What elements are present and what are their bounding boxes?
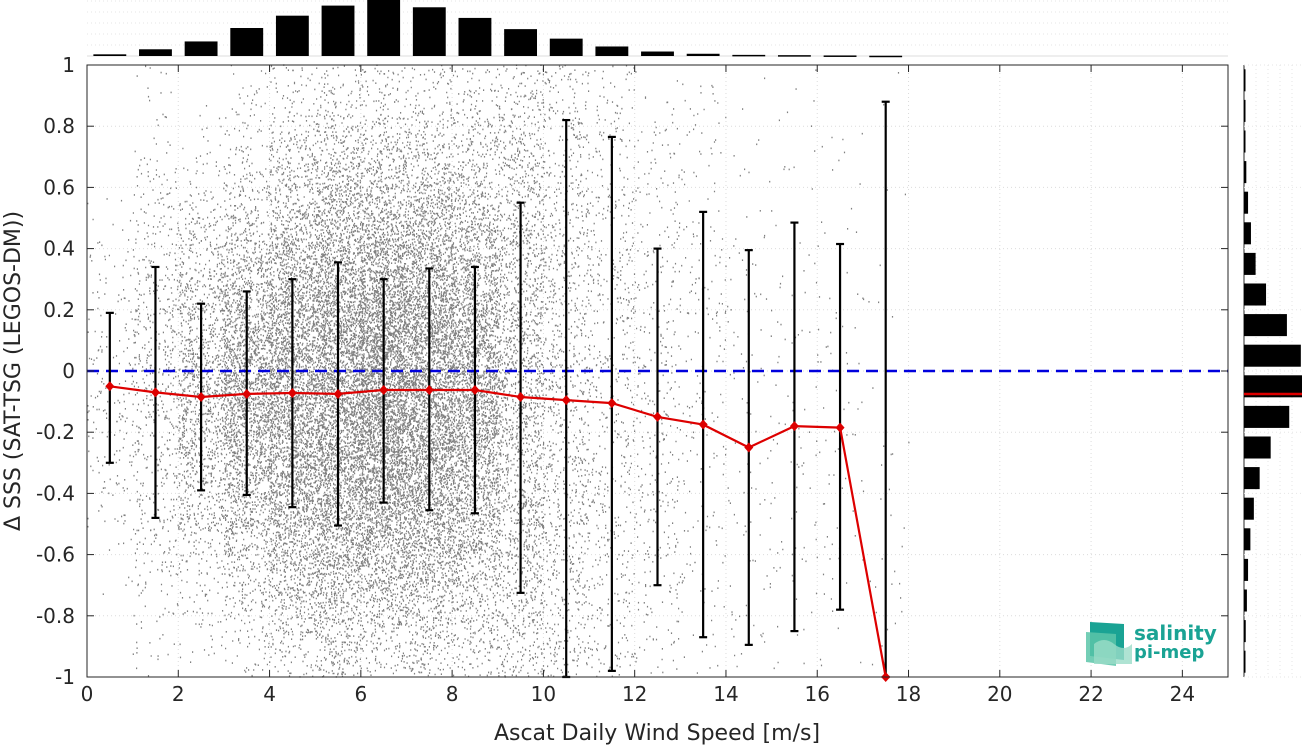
right-hist-bar — [1244, 436, 1271, 459]
mean-marker — [105, 381, 115, 392]
top-hist-bar — [458, 17, 492, 57]
y-axis-label: Δ SSS (SAT-TSG (LEGOS-DM)) — [1, 211, 26, 531]
top-hist-bar — [549, 38, 583, 56]
y-tick-label: 0.2 — [43, 298, 75, 322]
logo-salinity-text: salinity — [1134, 621, 1217, 645]
right-hist-bar — [1244, 497, 1254, 520]
x-tick-label: 8 — [446, 682, 459, 706]
mean-marker — [196, 392, 206, 403]
top-hist-bar — [275, 15, 309, 56]
top-hist-bar — [732, 54, 766, 57]
x-tick-label: 22 — [1078, 682, 1103, 706]
right-hist-bar — [1244, 191, 1249, 214]
right-hist-bar — [1244, 344, 1301, 367]
mean-marker — [698, 419, 708, 430]
main-plot: 0 2 4 6 8 10 12 14 16 18 20 22 24 -1-0.8-0.6-0.4-0.2… — [36, 53, 1229, 706]
mean-marker — [744, 442, 754, 453]
y-tick-label: -1 — [55, 665, 75, 689]
x-tick-label: 12 — [622, 682, 647, 706]
top-hist-bar — [869, 55, 903, 58]
y-tick-label: 0 — [62, 359, 75, 383]
y-tick-label: -0.6 — [36, 543, 75, 567]
y-tick-label: 0.8 — [43, 114, 75, 138]
y-tick-label: 1 — [62, 53, 75, 77]
y-tick-label: -0.4 — [36, 481, 75, 505]
mean-line — [109, 385, 887, 678]
mean-marker — [242, 388, 252, 399]
top-hist-bar — [504, 29, 538, 56]
x-tick-label: 16 — [805, 682, 830, 706]
mean-marker — [835, 422, 845, 433]
x-tick-label: 20 — [987, 682, 1012, 706]
right-hist-bar — [1244, 252, 1256, 275]
mean-marker — [561, 395, 571, 406]
right-hist-bar — [1244, 314, 1287, 337]
salinity-pi-mep-logo: salinity pi-mep — [1086, 621, 1217, 666]
top-hist-bar — [777, 55, 811, 57]
right-hist-bar — [1244, 222, 1251, 245]
mean-marker — [653, 411, 662, 422]
top-hist-bar — [641, 51, 674, 56]
right-hist-bar — [1244, 528, 1251, 551]
right-hist-bar — [1244, 650, 1246, 673]
right-hist-bar — [1244, 589, 1247, 612]
right-histogram — [1243, 64, 1302, 678]
x-tick-label: 6 — [354, 682, 367, 706]
top-hist-bar — [412, 7, 446, 57]
right-hist-bar — [1244, 558, 1249, 581]
right-hist-bar — [1244, 161, 1247, 184]
right-hist-bar — [1244, 467, 1260, 490]
mean-marker — [516, 392, 526, 403]
right-hist-bar — [1244, 283, 1267, 306]
top-hist-bar — [686, 53, 720, 56]
x-tick-label: 10 — [531, 682, 556, 706]
mean-marker — [379, 384, 389, 395]
y-tick-label: -0.8 — [36, 604, 75, 628]
top-hist-bar — [823, 55, 857, 57]
x-tick-label: 4 — [263, 682, 276, 706]
logo-pimep-text: pi-mep — [1134, 642, 1204, 663]
right-hist-bar — [1244, 375, 1302, 398]
right-hist-bar — [1244, 69, 1246, 92]
wave-logo-icon — [1086, 622, 1132, 666]
x-tick-label: 14 — [713, 682, 738, 706]
right-hist-bar — [1244, 405, 1290, 428]
right-hist-bar — [1244, 620, 1246, 643]
top-hist-bar — [367, 0, 401, 56]
mean-marker — [333, 388, 343, 399]
mean-marker — [424, 384, 434, 395]
right-hist-bar — [1244, 130, 1246, 153]
mean-marker — [150, 387, 160, 398]
x-tick-label: 24 — [1170, 682, 1195, 706]
y-tick-label: -0.2 — [36, 420, 75, 444]
top-hist-bar — [230, 28, 264, 56]
top-hist-bar — [184, 41, 218, 56]
y-tick-label: 0.6 — [43, 175, 75, 199]
mean-marker — [470, 384, 480, 395]
x-axis-label: Ascat Daily Wind Speed [m/s] — [494, 721, 820, 746]
mean-marker — [287, 388, 297, 399]
mean-marker — [607, 398, 617, 409]
right-hist-bar — [1244, 99, 1246, 122]
top-hist-bar — [321, 5, 355, 57]
top-histogram — [87, 0, 1228, 58]
y-tick-label: 0.4 — [43, 237, 75, 261]
top-hist-bar — [595, 46, 629, 56]
x-tick-label: 2 — [172, 682, 185, 706]
x-tick-label: 18 — [896, 682, 921, 706]
x-tick-label: 0 — [81, 682, 94, 706]
mean-marker — [789, 421, 799, 432]
top-hist-bar — [139, 49, 172, 56]
top-hist-bar — [93, 54, 127, 56]
